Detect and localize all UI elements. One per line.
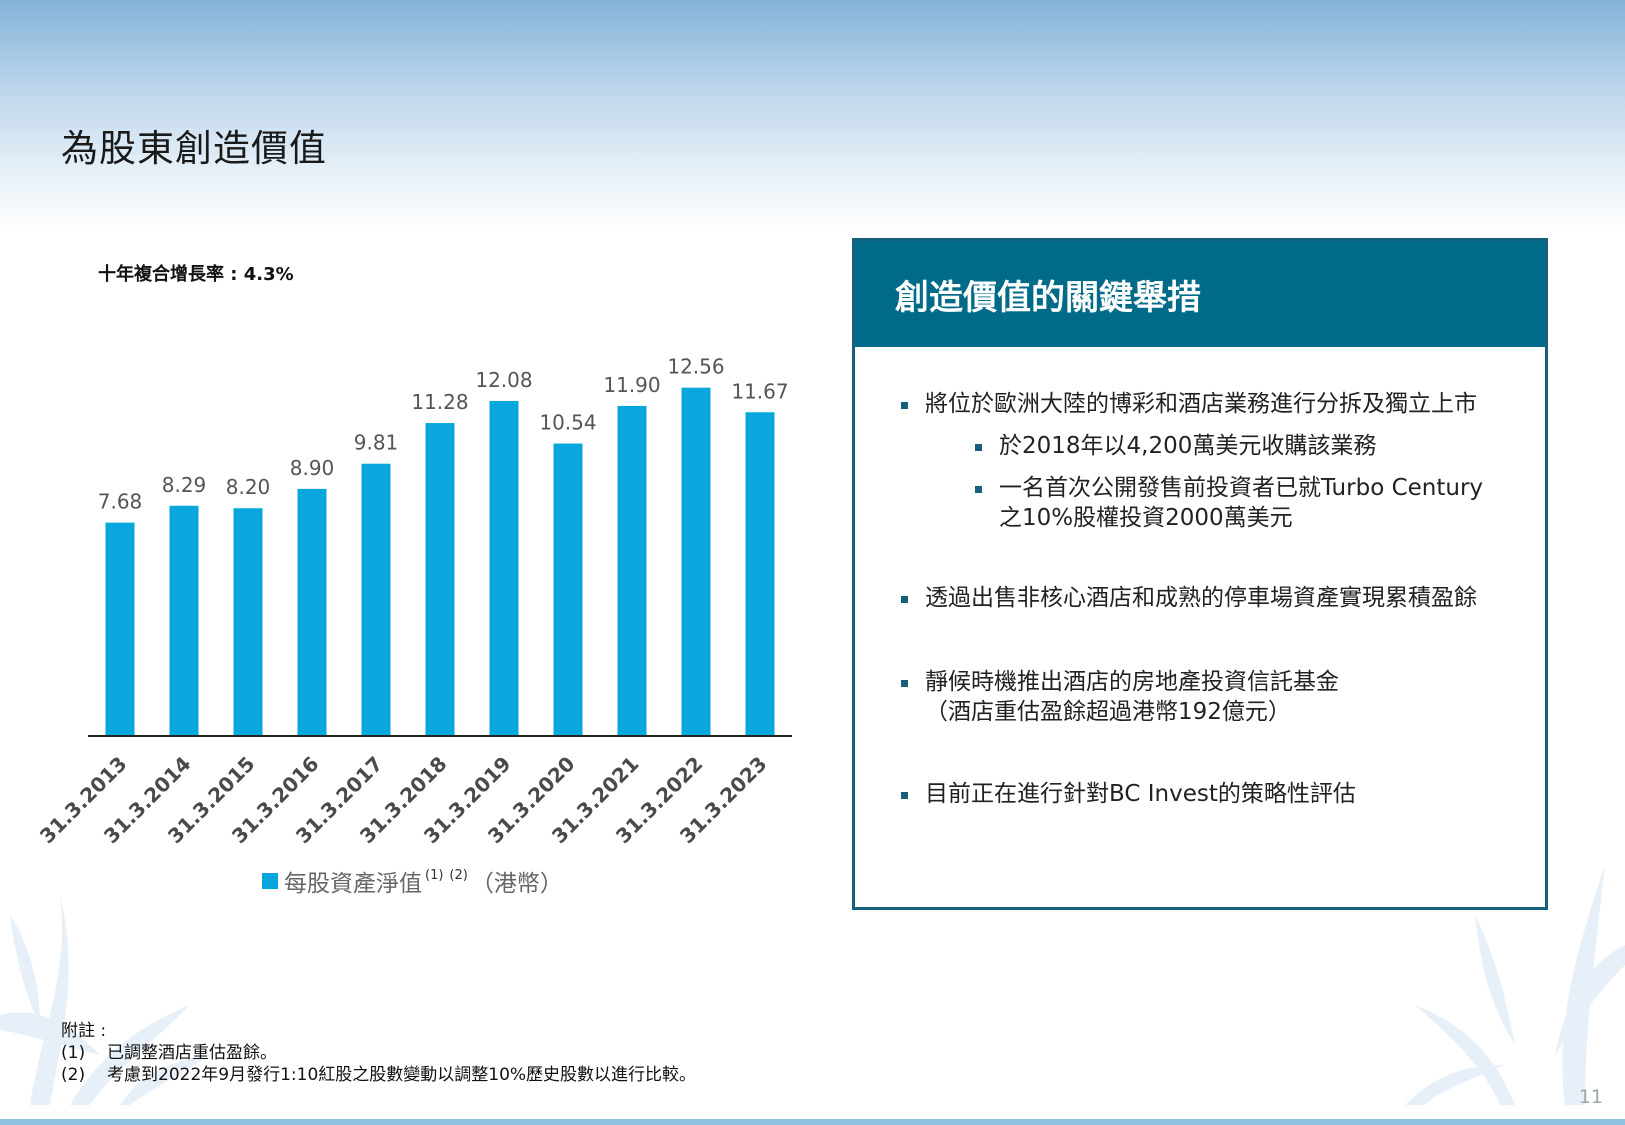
footnote-number: (1)	[61, 1043, 86, 1063]
bullet-text-continued: 之10%股權投資2000萬美元	[999, 505, 1293, 531]
bullet-text: 將位於歐洲大陸的博彩和酒店業務進行分拆及獨立上市	[925, 391, 1477, 417]
bullet-marker	[975, 444, 982, 451]
data-label-31.3.2014: 8.29	[162, 473, 207, 497]
bottom-bar	[0, 1119, 1625, 1125]
legend-unit: （港幣）	[470, 871, 563, 897]
sub-bullet-item: 一名首次公開發售前投資者已就Turbo Century 之10%股權投資2000…	[975, 473, 1484, 533]
bullet-item: 目前正在進行針對BC Invest的策略性評估	[901, 779, 1356, 809]
bar-31.3.2018	[425, 423, 455, 735]
bullet-marker	[901, 792, 908, 799]
key-initiatives-panel: 創造價值的關鍵舉措 將位於歐洲大陸的博彩和酒店業務進行分拆及獨立上市 於2018…	[852, 238, 1548, 910]
bullet-text: 透過出售非核心酒店和成熟的停車場資產實現累積盈餘	[925, 585, 1477, 611]
bar-31.3.2017	[361, 463, 391, 735]
bullet-marker	[901, 402, 908, 409]
bar-31.3.2021	[617, 405, 647, 735]
bullet-text-continued: （酒店重估盈餘超過港幣192億元）	[925, 699, 1291, 725]
panel-header: 創造價值的關鍵舉措	[855, 241, 1545, 347]
data-label-31.3.2018: 11.28	[411, 390, 468, 414]
data-label-31.3.2023: 11.67	[731, 379, 788, 403]
cagr-label: 十年複合增長率 : 4.3%	[98, 264, 294, 285]
page-title: 為股東創造價值	[61, 127, 327, 170]
bar-31.3.2023	[745, 412, 775, 735]
footnote-number: (2)	[61, 1065, 86, 1085]
data-label-31.3.2022: 12.56	[667, 355, 724, 379]
data-label-31.3.2013: 7.68	[98, 490, 143, 514]
data-label-31.3.2017: 9.81	[354, 431, 399, 455]
footnote-item: (1) 已調整酒店重估盈餘。	[61, 1042, 696, 1064]
decorative-leaves-left	[0, 895, 210, 1105]
bar-31.3.2013	[105, 522, 135, 735]
panel-title: 創造價值的關鍵舉措	[895, 277, 1201, 318]
bullet-item: 靜候時機推出酒店的房地產投資信託基金 （酒店重估盈餘超過港幣192億元）	[901, 667, 1339, 727]
bar-31.3.2020	[553, 443, 583, 735]
footnotes: 附註 : (1) 已調整酒店重估盈餘。 (2) 考慮到2022年9月發行1:10…	[61, 1020, 696, 1086]
decorative-leaves-right	[1405, 865, 1625, 1105]
footnote-text: 已調整酒店重估盈餘。	[107, 1043, 277, 1063]
data-label-31.3.2019: 12.08	[475, 368, 532, 392]
legend-note-ref-1: (1)	[425, 867, 444, 883]
legend-label: 每股資產淨值	[284, 871, 422, 897]
sub-bullet-item: 於2018年以4,200萬美元收購該業務	[975, 431, 1377, 461]
nav-bar-chart: 7.6831.3.20138.2931.3.20148.2031.3.20158…	[35, 355, 792, 848]
bar-31.3.2019	[489, 400, 519, 735]
legend-swatch	[262, 873, 278, 889]
chart-legend: 每股資產淨值 (1) (2) （港幣）	[262, 864, 563, 898]
data-label-31.3.2015: 8.20	[226, 475, 271, 499]
bullet-text: 目前正在進行針對BC Invest的策略性評估	[925, 781, 1356, 807]
bar-31.3.2014	[169, 505, 199, 735]
bullet-text: 靜候時機推出酒店的房地產投資信託基金	[925, 669, 1339, 695]
bullet-text: 一名首次公開發售前投資者已就Turbo Century	[999, 475, 1484, 501]
bullet-item: 透過出售非核心酒店和成熟的停車場資產實現累積盈餘	[901, 583, 1477, 613]
footnote-item: (2) 考慮到2022年9月發行1:10紅股之股數變動以調整10%歷史股數以進行…	[61, 1064, 696, 1086]
data-label-31.3.2021: 11.90	[603, 373, 660, 397]
data-label-31.3.2020: 10.54	[539, 411, 596, 435]
data-label-31.3.2016: 8.90	[290, 456, 335, 480]
bullet-marker	[975, 486, 982, 493]
bar-31.3.2015	[233, 508, 263, 735]
footnotes-heading: 附註 :	[61, 1021, 107, 1041]
page-number: 11	[1578, 1086, 1603, 1108]
bullet-marker	[901, 680, 908, 687]
bullet-item: 將位於歐洲大陸的博彩和酒店業務進行分拆及獨立上市	[901, 389, 1477, 419]
bullet-text: 於2018年以4,200萬美元收購該業務	[999, 433, 1377, 459]
footnote-text: 考慮到2022年9月發行1:10紅股之股數變動以調整10%歷史股數以進行比較。	[107, 1065, 697, 1085]
bar-31.3.2016	[297, 488, 327, 735]
bar-31.3.2022	[681, 387, 711, 735]
legend-note-ref-2: (2)	[449, 867, 468, 883]
bullet-marker	[901, 596, 908, 603]
